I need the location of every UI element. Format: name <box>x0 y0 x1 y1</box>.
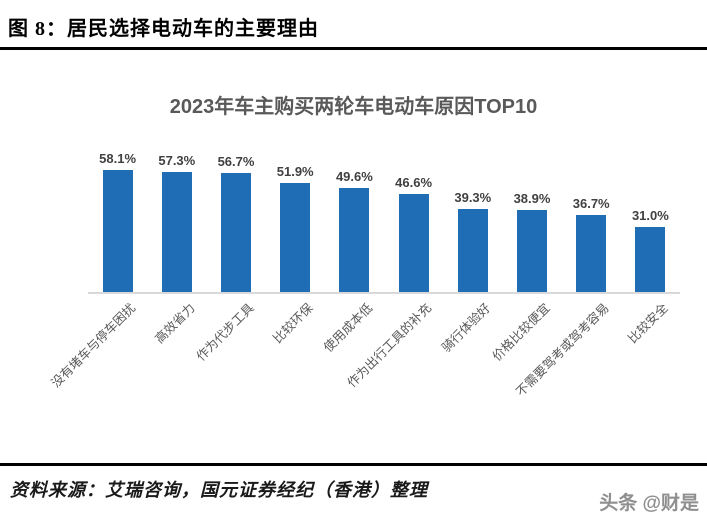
bar-10 <box>635 227 666 292</box>
bar-7 <box>457 209 488 292</box>
bar-9 <box>576 215 607 292</box>
figure-title: 图 8：居民选择电动车的主要理由 <box>8 18 319 40</box>
bar-3 <box>221 173 251 292</box>
value-label-9: 36.7% <box>572 196 610 211</box>
bar-6 <box>398 194 429 292</box>
source-note: 资料来源：艾瑞咨询，国元证券经纪（香港）整理 <box>10 480 428 500</box>
category-label-2: 高效省力 <box>152 300 198 347</box>
footer-divider <box>0 463 707 466</box>
value-label-1: 58.1% <box>99 151 137 166</box>
category-label-5: 使用成本低 <box>321 300 376 355</box>
bar-1 <box>102 170 133 292</box>
value-label-3: 56.7% <box>217 154 255 169</box>
category-label-3: 作为代步工具 <box>193 300 257 364</box>
value-label-10: 31.0% <box>631 208 669 223</box>
header-divider <box>0 47 707 50</box>
bar-2 <box>161 172 192 292</box>
value-label-4: 51.9% <box>276 164 314 179</box>
bar-8 <box>517 210 547 292</box>
x-axis-line <box>88 292 680 294</box>
chart-title: 2023年车主购买两轮车电动车原因TOP10 <box>169 96 538 118</box>
value-label-2: 57.3% <box>158 153 196 168</box>
bar-chart: 58.1% 没有堵车与停车困扰 57.3% 高效省力 56.7% 作为代步工具 51.9% 比… <box>48 151 680 399</box>
value-label-5: 49.6% <box>335 169 373 184</box>
category-label-10: 比较安全 <box>625 300 672 347</box>
bar-5 <box>339 188 370 292</box>
category-label-4: 比较环保 <box>270 300 316 347</box>
value-label-8: 38.9% <box>513 191 551 206</box>
category-label-1: 没有堵车与停车困扰 <box>48 300 139 391</box>
value-label-6: 46.6% <box>395 175 433 190</box>
bar-4 <box>280 183 311 292</box>
category-label-7: 骑行体验好 <box>439 300 494 355</box>
watermark: 头条 @财是 <box>599 493 699 514</box>
value-label-7: 39.3% <box>454 190 492 205</box>
